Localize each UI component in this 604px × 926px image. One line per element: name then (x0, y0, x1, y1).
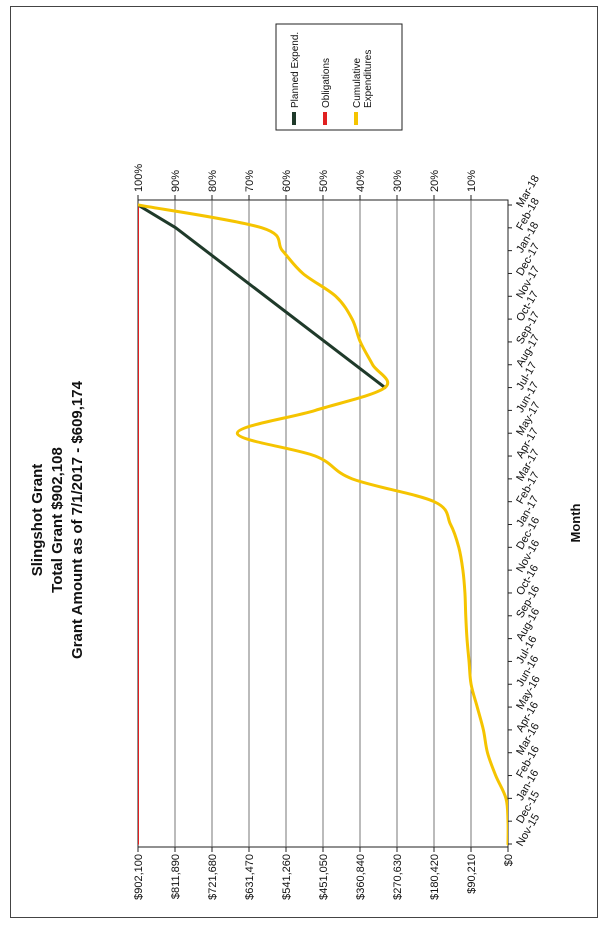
y2-tick-label: 60% (281, 170, 293, 192)
axes: $0 $90,210 10% $180,420 20% $270,630 30% $360,8… (133, 164, 543, 900)
y-tick-label: $631,470 (244, 854, 256, 900)
legend-label: Planned Expend. (290, 32, 301, 108)
legend-swatch (292, 112, 296, 125)
y2-tick-label: 80% (207, 170, 219, 192)
y-tick-label: $270,630 (392, 854, 404, 900)
y2-tick-label: 30% (392, 170, 404, 192)
y-tick-label: $451,050 (318, 854, 330, 900)
y2-tick-label: 90% (170, 170, 182, 192)
y2-tick-label: 10% (466, 170, 478, 192)
x-axis-label: Month (568, 503, 583, 542)
y-tick-label: $721,680 (207, 854, 219, 900)
y2-tick-label: 50% (318, 170, 330, 192)
series-line-cumulative-expenditures (138, 203, 508, 846)
legend-box (275, 23, 403, 131)
y2-tick-label: 40% (355, 170, 367, 192)
y-tick-label: $902,100 (133, 854, 145, 900)
y2-tick-label: 20% (429, 170, 441, 192)
page-frame (10, 6, 598, 918)
legend-label: Cumulative (352, 58, 363, 108)
legend-swatch (354, 112, 358, 125)
y-tick-label: $0 (503, 854, 515, 866)
y-tick-label: $180,420 (429, 854, 441, 900)
chart-title: Slingshot Grant (29, 464, 46, 577)
y-tick-label: $541,260 (281, 854, 293, 900)
legend-label: Expenditures (363, 50, 374, 108)
y-tick-label: $90,210 (466, 854, 478, 894)
chart-subtitle-line-1: Total Grant $902,108 (49, 447, 66, 593)
series-line-planned-expend (138, 203, 387, 390)
chart-subtitle-line-2: Grant Amount as of 7/1/2017 - $609,174 (69, 380, 86, 659)
legend-swatch (323, 112, 327, 125)
gridlines (174, 200, 472, 847)
series-layer (138, 203, 508, 846)
y2-tick-label: 70% (244, 170, 256, 192)
legend-label: Obligations (321, 58, 332, 108)
legend: Planned Expend. Obligations Cumulative Expe… (275, 23, 403, 131)
y-tick-label: $360,840 (355, 854, 367, 900)
y2-tick-label: 100% (133, 164, 145, 192)
y-tick-label: $811,890 (170, 854, 182, 899)
